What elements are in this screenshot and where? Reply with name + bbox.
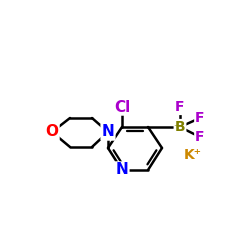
Text: F: F (175, 100, 185, 114)
Text: B: B (175, 120, 185, 134)
Text: F: F (195, 130, 205, 144)
Text: N: N (116, 162, 128, 178)
Text: O: O (46, 124, 59, 140)
Text: ⁻: ⁻ (173, 123, 179, 133)
Text: F: F (195, 111, 205, 125)
Text: Cl: Cl (114, 100, 130, 114)
Text: N: N (102, 124, 114, 140)
Text: K⁺: K⁺ (184, 148, 202, 162)
